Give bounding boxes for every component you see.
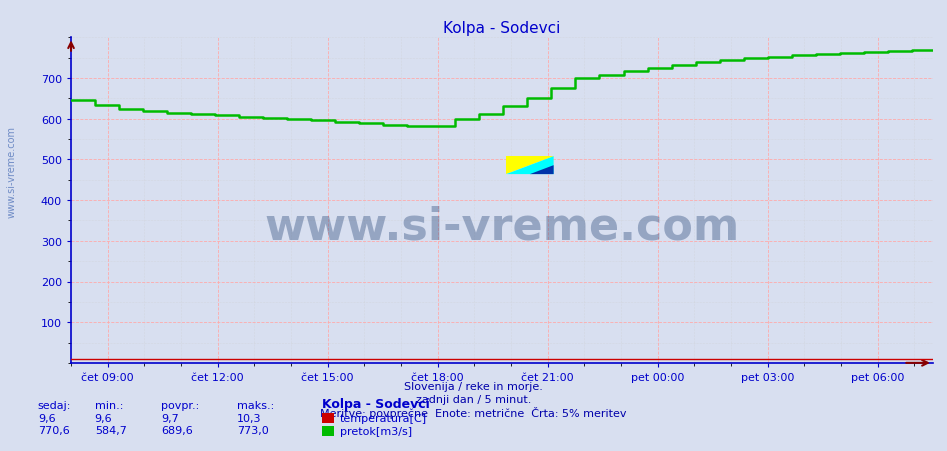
Text: zadnji dan / 5 minut.: zadnji dan / 5 minut. bbox=[416, 394, 531, 404]
Text: temperatura[C]: temperatura[C] bbox=[340, 414, 427, 423]
Text: 9,6: 9,6 bbox=[38, 413, 56, 423]
Text: povpr.:: povpr.: bbox=[161, 400, 199, 410]
Polygon shape bbox=[507, 157, 554, 175]
Text: 10,3: 10,3 bbox=[237, 413, 261, 423]
Text: min.:: min.: bbox=[95, 400, 123, 410]
Text: 584,7: 584,7 bbox=[95, 425, 127, 435]
Text: 770,6: 770,6 bbox=[38, 425, 70, 435]
Text: maks.:: maks.: bbox=[237, 400, 274, 410]
Text: Slovenija / reke in morje.: Slovenija / reke in morje. bbox=[404, 381, 543, 391]
Text: www.si-vreme.com: www.si-vreme.com bbox=[7, 125, 16, 217]
Text: Kolpa - Sodevci: Kolpa - Sodevci bbox=[322, 397, 430, 410]
Text: Meritve: povprečne  Enote: metrične  Črta: 5% meritev: Meritve: povprečne Enote: metrične Črta:… bbox=[320, 406, 627, 419]
Text: 9,7: 9,7 bbox=[161, 413, 179, 423]
Text: 9,6: 9,6 bbox=[95, 413, 113, 423]
Title: Kolpa - Sodevci: Kolpa - Sodevci bbox=[443, 21, 561, 36]
Text: sedaj:: sedaj: bbox=[38, 400, 71, 410]
Text: 689,6: 689,6 bbox=[161, 425, 193, 435]
Text: www.si-vreme.com: www.si-vreme.com bbox=[264, 205, 740, 248]
Text: pretok[m3/s]: pretok[m3/s] bbox=[340, 426, 412, 436]
Polygon shape bbox=[507, 157, 554, 175]
Text: 773,0: 773,0 bbox=[237, 425, 269, 435]
Polygon shape bbox=[530, 166, 554, 175]
